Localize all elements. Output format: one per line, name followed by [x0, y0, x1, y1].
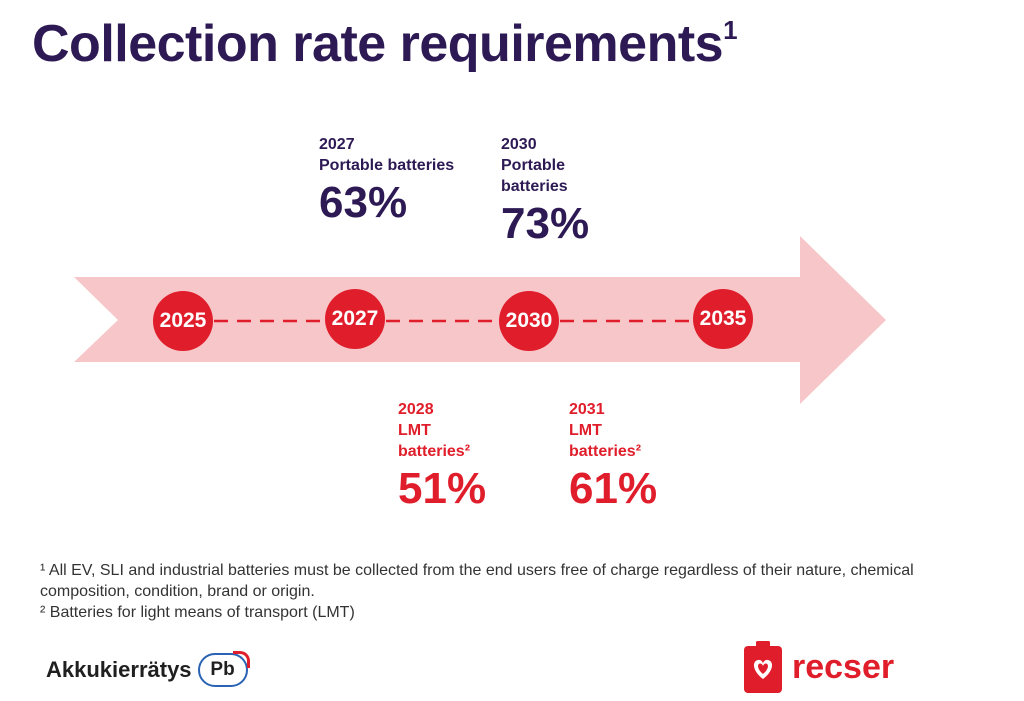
callout-category: LMT [569, 422, 602, 439]
year-marker-2035: 2035 [693, 289, 753, 349]
callout-percentage: 61% [569, 464, 658, 513]
footnotes: ¹ All EV, SLI and industrial batteries m… [40, 560, 980, 623]
page-title: Collection rate requirements1 [32, 14, 738, 74]
logo-wordmark: recser [792, 647, 895, 686]
year-marker-2030: 2030 [499, 291, 559, 351]
callout-category: batteries [501, 178, 568, 195]
callout-year: 2028 [398, 401, 434, 418]
callout-year: 2031 [569, 401, 605, 418]
callout-percentage: 73% [501, 199, 590, 248]
callout-2027-portable: 2027 Portable batteries 63% [319, 134, 454, 228]
recser-battery-heart-icon [744, 641, 782, 693]
title-text: Collection rate requirements [32, 15, 724, 73]
callout-category: batteries² [398, 443, 471, 460]
callout-category: batteries² [569, 443, 642, 460]
year-marker-2027: 2027 [325, 289, 385, 349]
footnote-1: ¹ All EV, SLI and industrial batteries m… [40, 562, 914, 600]
callout-category: Portable [501, 157, 566, 174]
callout-2030-portable: 2030 Portable batteries 73% [501, 134, 589, 249]
title-footnote-marker: 1 [723, 14, 738, 45]
callout-percentage: 51% [398, 464, 487, 513]
callout-2028-lmt: 2028 LMT batteries² 51% [398, 399, 486, 514]
callout-category: Portable batteries [319, 157, 455, 174]
callout-percentage: 63% [319, 178, 408, 227]
akkukierratys-logo: Akkukierrätys Pb [46, 650, 250, 690]
footnote-2: ² Batteries for light means of transport… [40, 604, 355, 621]
callout-year: 2030 [501, 136, 537, 153]
callout-year: 2027 [319, 136, 355, 153]
year-marker-2025: 2025 [153, 291, 213, 351]
logo-wordmark: Akkukierrätys [46, 657, 192, 682]
pb-badge: Pb [197, 651, 250, 687]
recser-logo: recser [744, 640, 894, 694]
callout-2031-lmt: 2031 LMT batteries² 61% [569, 399, 657, 514]
callout-category: LMT [398, 422, 431, 439]
